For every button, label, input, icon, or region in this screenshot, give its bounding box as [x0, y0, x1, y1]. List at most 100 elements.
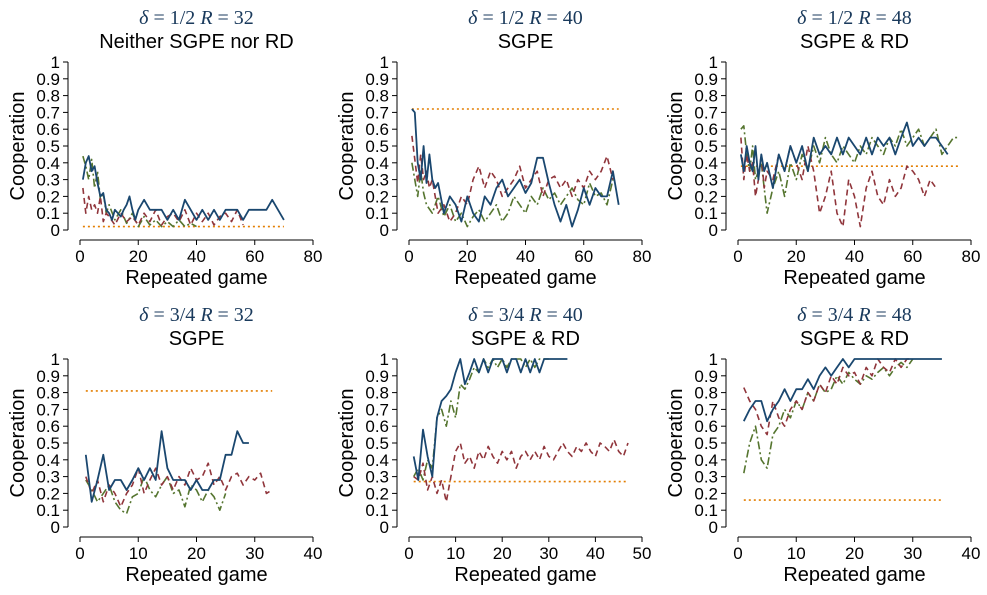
x-axis-label: Repeated game: [125, 267, 267, 289]
chart-panel: δ = 1/2 R = 32 Neither SGPE nor RD 0 0.1 0.2…: [0, 0, 329, 297]
y-tick-label: 0.7: [365, 103, 389, 122]
x-tick-label: 40: [187, 247, 206, 266]
x-tick-label: 0: [75, 247, 84, 266]
chart-title-part: = 40: [542, 304, 583, 326]
chart-subtitle: SGPE & RD: [800, 328, 909, 350]
y-tick-label: 1: [51, 350, 60, 369]
y-tick-label: 0.5: [36, 137, 60, 156]
y-tick-label: 0.5: [694, 434, 718, 453]
series-line-dashdot: [740, 125, 960, 214]
chart-title: δ = 3/4 R = 40: [468, 304, 583, 326]
y-axis-label: Cooperation: [336, 92, 358, 201]
x-axis-label: Repeated game: [783, 267, 925, 289]
series-line-solid: [84, 430, 249, 503]
chart-title-part: δ: [797, 7, 807, 29]
y-tick-label: 0.1: [694, 204, 718, 223]
y-tick-label: 0.2: [694, 187, 718, 206]
y-tick-label: 1: [380, 53, 389, 72]
y-tick-label: 0.9: [694, 367, 718, 386]
y-tick-label: 0.7: [694, 103, 718, 122]
y-tick-label: 0.7: [36, 103, 60, 122]
y-tick-label: 1: [51, 53, 60, 72]
series-line-dashdot: [411, 162, 614, 228]
chart-title: δ = 3/4 R = 48: [797, 304, 912, 326]
y-tick-label: 0.6: [694, 120, 718, 139]
x-tick-label: 80: [962, 247, 981, 266]
y-tick-label: 0.7: [694, 400, 718, 419]
chart-subtitle: SGPE: [169, 328, 225, 350]
x-tick-label: 20: [493, 544, 512, 563]
y-tick-label: 1: [709, 350, 718, 369]
series-line-dashed: [740, 137, 937, 228]
x-tick-label: 20: [845, 544, 864, 563]
y-tick-label: 0.5: [365, 137, 389, 156]
x-tick-label: 80: [304, 247, 323, 266]
y-tick-label: 0.3: [694, 171, 718, 190]
chart-panel: δ = 1/2 R = 40 SGPE 0 0.1 0.2 0.3 0.4 0.5 0.6 0.7…: [329, 0, 658, 297]
y-tick-label: 0.4: [694, 154, 718, 173]
chart-title-part: = 1/2: [148, 7, 200, 29]
x-tick-label: 40: [516, 247, 535, 266]
x-tick-label: 60: [245, 247, 264, 266]
x-tick-label: 0: [733, 247, 742, 266]
x-tick-label: 30: [903, 544, 922, 563]
x-tick-label: 40: [304, 544, 323, 563]
chart-title-part: = 3/4: [806, 304, 858, 326]
y-axis-label: Cooperation: [7, 92, 29, 201]
y-tick-label: 0.5: [365, 434, 389, 453]
y-tick-label: 0.8: [36, 384, 60, 403]
x-tick-label: 10: [446, 544, 465, 563]
y-tick-label: 0.3: [365, 171, 389, 190]
y-tick-label: 0.9: [694, 70, 718, 89]
chart-title-part: R: [528, 7, 541, 29]
y-axis-label: Cooperation: [336, 389, 358, 498]
x-axis-label: Repeated game: [783, 564, 925, 586]
y-tick-label: 0.1: [694, 501, 718, 520]
y-tick-label: 0.9: [365, 70, 389, 89]
chart-title-part: = 3/4: [477, 304, 529, 326]
y-tick-label: 0.5: [36, 434, 60, 453]
chart-title: δ = 1/2 R = 40: [468, 7, 583, 29]
chart-subtitle: SGPE & RD: [800, 31, 909, 53]
y-tick-label: 0.8: [365, 87, 389, 106]
series-line-dashed: [743, 358, 913, 436]
x-tick-label: 20: [187, 544, 206, 563]
y-tick-label: 0: [51, 221, 60, 240]
y-tick-label: 0.8: [694, 87, 718, 106]
x-tick-label: 30: [539, 544, 558, 563]
y-tick-label: 1: [709, 53, 718, 72]
y-tick-label: 0.8: [36, 87, 60, 106]
y-tick-label: 0.9: [36, 70, 60, 89]
y-tick-label: 0: [380, 518, 389, 537]
x-tick-label: 40: [845, 247, 864, 266]
y-tick-label: 0.7: [365, 400, 389, 419]
y-tick-label: 0.2: [36, 187, 60, 206]
y-tick-label: 0.4: [694, 451, 718, 470]
chart-title-part: = 40: [542, 7, 583, 29]
y-tick-label: 0.1: [365, 501, 389, 520]
y-tick-label: 0.6: [36, 417, 60, 436]
chart-title-part: = 32: [213, 7, 254, 29]
series-line-dashed: [413, 438, 629, 503]
y-tick-label: 1: [380, 350, 389, 369]
series-line-dashed: [82, 187, 244, 226]
chart-panel: δ = 3/4 R = 48 SGPE & RD 0 0.1 0.2 0.3 0.4 0.5 0…: [658, 297, 987, 594]
y-tick-label: 0: [380, 221, 389, 240]
y-tick-label: 0.4: [36, 451, 60, 470]
y-tick-label: 0.9: [36, 367, 60, 386]
y-tick-label: 0.6: [694, 417, 718, 436]
x-tick-label: 60: [574, 247, 593, 266]
chart-panel: δ = 1/2 R = 48 SGPE & RD 0 0.1 0.2 0.3 0.4 0.5 0…: [658, 0, 987, 297]
x-tick-label: 0: [733, 544, 742, 563]
chart-panel: δ = 3/4 R = 32 SGPE 0 0.1 0.2 0.3 0.4 0.5 0.6 0.7…: [0, 297, 329, 594]
y-tick-label: 0.2: [365, 484, 389, 503]
y-tick-label: 0.3: [694, 468, 718, 487]
y-tick-label: 0.4: [365, 154, 389, 173]
series-line-dashdot: [85, 475, 227, 515]
x-tick-label: 10: [787, 544, 806, 563]
chart-title-part: R: [857, 7, 870, 29]
series-line-dashdot: [743, 358, 914, 474]
chart-title-part: R: [199, 304, 212, 326]
